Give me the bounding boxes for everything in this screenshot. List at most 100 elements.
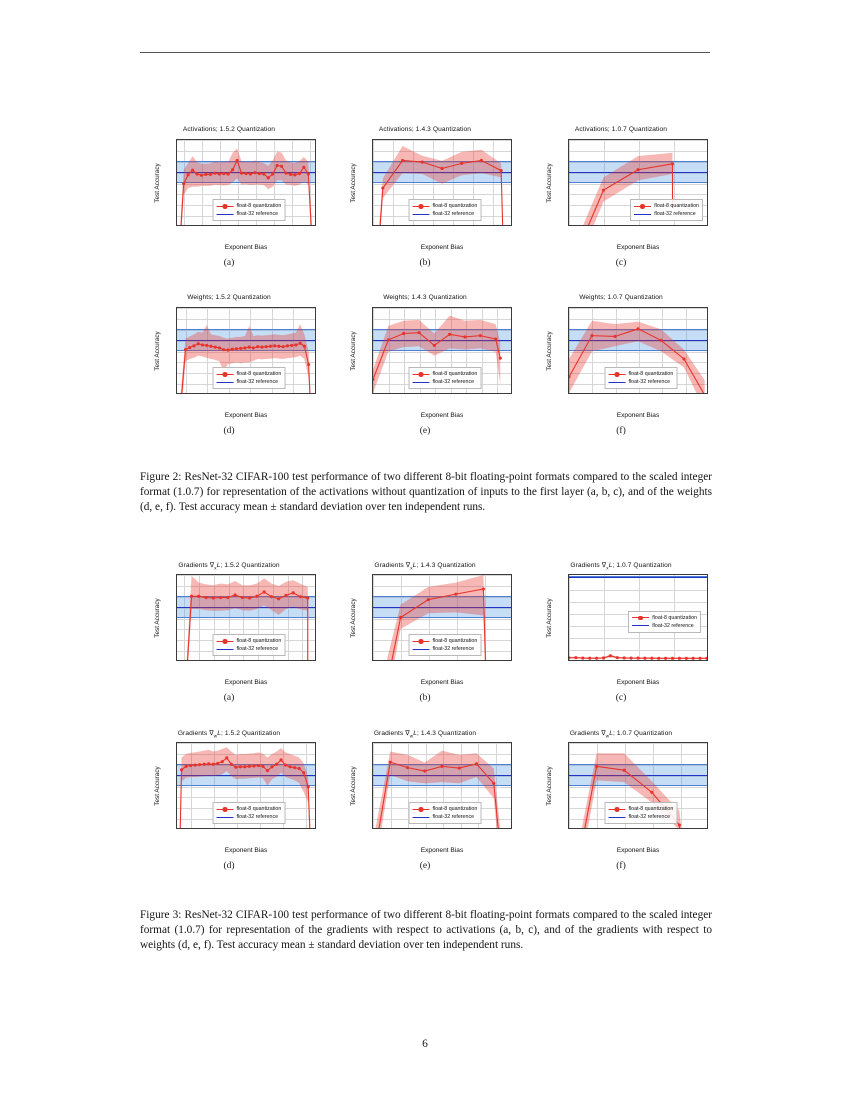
chart-weights-152: Weights; 1.5.2 Quantization Test Accuracy… — [136, 294, 322, 422]
legend-row-float8: float-8 quantization — [632, 614, 697, 622]
data-point — [234, 765, 238, 769]
float8-std-band — [583, 152, 673, 225]
data-point — [498, 356, 502, 360]
legend-row-float8: float-8 quantization — [608, 805, 674, 813]
float8-std-band — [375, 750, 501, 828]
grid-line-horizontal — [373, 340, 511, 342]
data-point — [270, 765, 274, 769]
chart-legend: float-8 quantization float-32 reference — [408, 634, 482, 656]
grid-line-horizontal — [177, 318, 315, 320]
data-point — [440, 166, 444, 171]
data-point — [255, 594, 259, 598]
float32-reference-line — [373, 606, 511, 608]
subfigure-f: Weights; 1.0.7 Quantization Test Accuracy… — [528, 294, 714, 436]
float8-std-band — [179, 747, 311, 828]
grid-line-horizontal — [569, 194, 707, 196]
data-point — [217, 172, 221, 176]
data-point — [293, 766, 297, 770]
figure-2-row-1: Activations; 1.5.2 Quantization Test Accu… — [0, 126, 850, 268]
grid-line-horizontal — [373, 585, 511, 587]
float32-band-edge — [177, 785, 315, 787]
legend-row-float8: float-8 quantization — [216, 805, 282, 813]
data-point — [290, 343, 294, 347]
plot-area: 69.0069.2569.5069.7570.0070.2570.5070.75… — [176, 742, 316, 829]
float8-legend-swatch — [216, 807, 234, 812]
grid-line-horizontal — [373, 607, 511, 609]
data-point — [183, 348, 188, 352]
chart-weights-107: Weights; 1.0.7 Quantization Test Accuracy… — [528, 294, 714, 422]
data-point — [613, 334, 617, 339]
float8-series — [581, 753, 682, 828]
float32-band-edge — [177, 161, 315, 163]
data-point — [279, 758, 283, 762]
grid-line-horizontal — [569, 318, 707, 320]
float8-legend-label: float-8 quantization — [654, 203, 699, 209]
chart-activations-143: Activations; 1.4.3 Quantization Test Accu… — [332, 126, 518, 254]
float32-band-edge — [373, 182, 511, 184]
chart-title: Gradients ∇wL; 1.4.3 Quantization — [373, 729, 477, 739]
data-point — [581, 656, 585, 660]
data-point — [659, 338, 663, 342]
float8-std-band — [379, 145, 503, 225]
data-point — [264, 345, 268, 349]
legend-row-float32: float-32 reference — [216, 813, 282, 821]
y-axis-label: Test Accuracy — [546, 597, 554, 638]
grid-line-horizontal — [177, 753, 315, 755]
plot-area: 69.0069.2569.5069.7570.0070.2570.5070.75… — [176, 139, 316, 226]
data-point — [280, 164, 284, 168]
float8-legend-label: float-8 quantization — [432, 638, 478, 644]
legend-row-float8: float-8 quantization — [216, 202, 281, 210]
figure-2-caption: Figure 2: ResNet-32 CIFAR-100 test perfo… — [140, 471, 712, 514]
data-point — [226, 172, 230, 176]
data-point — [274, 762, 279, 766]
chart-grad-x-152: Gradients ∇xL; 1.5.2 Quantization Test Ac… — [136, 561, 322, 689]
data-point — [269, 595, 273, 599]
data-point — [381, 186, 385, 190]
data-point — [306, 596, 310, 600]
data-point — [677, 823, 681, 827]
chart-grad-w-152: Gradients ∇wL; 1.5.2 Quantization Test Ac… — [136, 729, 322, 857]
data-point — [217, 346, 222, 350]
chart-activations-107: Activations; 1.0.7 Quantization Test Accu… — [528, 126, 714, 254]
data-point — [400, 158, 405, 162]
float8-legend-label: float-8 quantization — [236, 806, 282, 812]
x-axis-label: Exponent Bias — [420, 847, 464, 854]
legend-row-float32: float-32 reference — [412, 645, 478, 653]
data-point — [664, 656, 668, 660]
data-point — [229, 762, 233, 766]
data-point — [670, 656, 675, 660]
float32-reference-line — [177, 339, 315, 341]
float32-band-edge — [569, 161, 707, 163]
data-point — [636, 656, 640, 660]
x-axis-label: Exponent Bias — [224, 412, 268, 419]
data-point — [636, 168, 640, 172]
data-point — [248, 596, 252, 600]
data-point — [261, 764, 265, 768]
data-point — [569, 375, 571, 379]
data-point — [260, 345, 264, 349]
float32-legend-label: float-32 reference — [236, 379, 279, 385]
chart-title: Gradients ∇xL; 1.4.3 Quantization — [374, 561, 476, 571]
data-point — [298, 595, 303, 599]
grid-line-horizontal — [373, 575, 511, 576]
data-point — [402, 331, 406, 336]
subfigure-c: Activations; 1.0.7 Quantization Test Accu… — [528, 126, 714, 268]
float8-series — [186, 575, 310, 660]
float8-legend-label: float-8 quantization — [628, 806, 674, 812]
float8-series — [180, 148, 312, 225]
data-point — [198, 763, 202, 767]
chart-title: Weights; 1.4.3 Quantization — [383, 294, 467, 301]
float8-legend-swatch — [216, 372, 234, 377]
grid-line-vertical — [569, 575, 570, 660]
chart-title: Gradients ∇wL; 1.5.2 Quantization — [177, 729, 281, 739]
grid-line-horizontal — [373, 629, 511, 631]
data-point — [650, 656, 654, 660]
grid-line-horizontal — [177, 194, 315, 196]
data-point — [399, 615, 403, 620]
header-rule — [140, 52, 710, 53]
x-axis-label: Exponent Bias — [420, 679, 464, 686]
float8-legend-swatch — [634, 204, 652, 209]
data-point — [492, 781, 496, 785]
data-point — [302, 344, 306, 348]
data-point — [595, 656, 599, 660]
